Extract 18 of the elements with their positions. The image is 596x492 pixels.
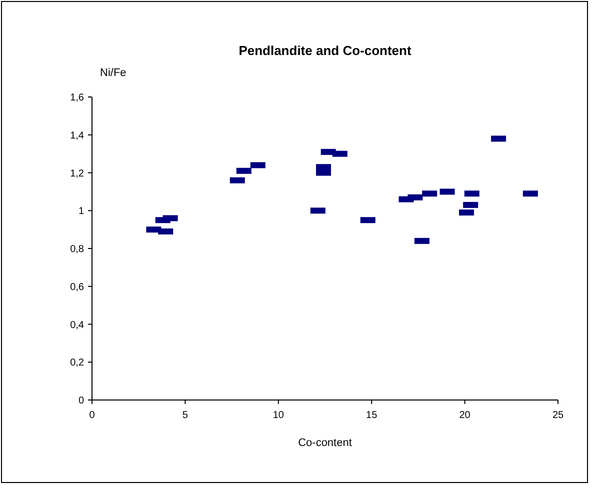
y-tick-label: 0	[78, 396, 84, 406]
x-tick-label: 10	[272, 410, 284, 421]
y-axis-title: Ni/Fe	[100, 67, 126, 79]
x-axis-title: Co-content	[298, 437, 352, 449]
y-tick-label: 0,4	[70, 320, 84, 331]
x-tick-label: 25	[552, 410, 564, 421]
x-tick-label: 0	[89, 410, 96, 421]
y-tick-label: 1,6	[70, 92, 84, 104]
y-tick-label: 0,2	[70, 358, 84, 369]
y-tick-label: 0,8	[70, 244, 84, 255]
x-tick-label: 15	[366, 410, 378, 421]
chart-title: Pendlandite and Co-content	[238, 43, 412, 58]
y-tick-label: 0,6	[70, 282, 84, 293]
y-tick-label: 1	[78, 206, 84, 218]
x-tick-label: 20	[459, 410, 471, 421]
y-tick-label: 1,4	[70, 130, 84, 142]
x-tick-label: 5	[182, 410, 188, 421]
y-tick-label: 1,2	[70, 168, 84, 180]
